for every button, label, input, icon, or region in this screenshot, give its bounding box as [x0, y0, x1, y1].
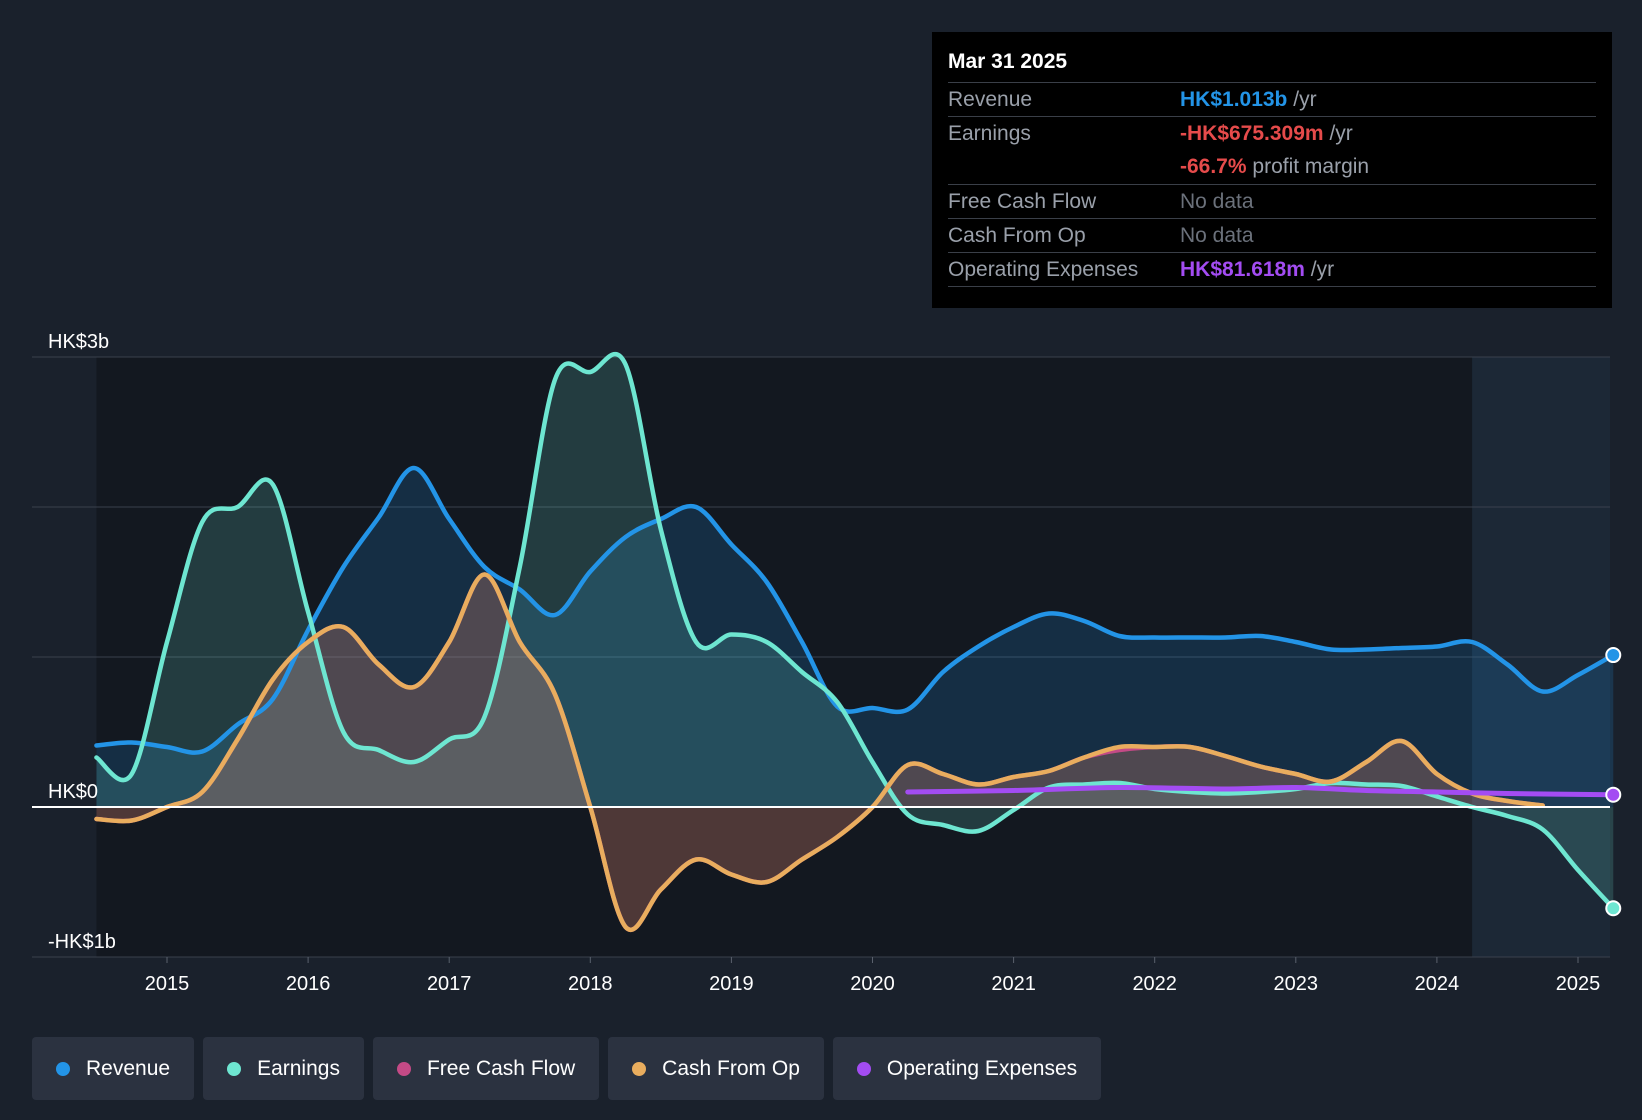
legend-dot-icon	[856, 1061, 871, 1076]
cash-from-op-line	[94, 572, 1545, 932]
legend: Revenue Earnings Free Cash Flow Cash Fro…	[32, 1037, 1102, 1100]
y-tick-label: HK$0	[48, 781, 98, 803]
x-tick-label: 2017	[427, 973, 472, 995]
tooltip-value: No data	[1180, 224, 1254, 247]
legend-label: Free Cash Flow	[426, 1056, 576, 1080]
tooltip-date: Mar 31 2025	[948, 50, 1068, 73]
tooltip-margin-unit: profit margin	[1252, 155, 1370, 178]
tooltip-margin-value: -66.7%	[1180, 155, 1247, 178]
revenue-area	[96, 467, 1614, 807]
legend-dot-icon	[632, 1061, 647, 1076]
y-tick-label: HK$3b	[48, 331, 109, 353]
tooltip-panel: Mar 31 2025 Revenue HK$1.013b /yr Earnin…	[932, 32, 1612, 308]
tooltip-value: HK$1.013b	[1180, 88, 1288, 111]
tooltip-value: HK$81.618m	[1180, 258, 1305, 281]
tooltip-label: Revenue	[948, 88, 1033, 111]
x-tick-label: 2025	[1556, 973, 1601, 995]
x-tick-label: 2022	[1132, 973, 1177, 995]
x-tick-label: 2021	[991, 973, 1036, 995]
free-cash-flow-area	[96, 574, 1543, 930]
x-tick-label: 2016	[286, 973, 331, 995]
tooltip-label: Cash From Op	[948, 224, 1086, 247]
cash-from-op-area	[96, 574, 1543, 930]
x-tick-label: 2020	[850, 973, 895, 995]
legend-item-free-cash-flow[interactable]: Free Cash Flow	[372, 1037, 600, 1100]
y-tick-label: -HK$1b	[48, 931, 116, 953]
tooltip-unit: /yr	[1293, 88, 1317, 111]
tooltip-unit: /yr	[1329, 122, 1353, 145]
tooltip-value: No data	[1180, 190, 1254, 213]
tooltip-label: Earnings	[948, 122, 1031, 145]
x-tick-label: 2015	[145, 973, 190, 995]
legend-item-operating-expenses[interactable]: Operating Expenses	[832, 1037, 1102, 1100]
operating-expenses-end-point	[1605, 786, 1622, 803]
tooltip-row-fcf: Free Cash Flow No data	[948, 184, 1596, 218]
x-tick-label: 2019	[709, 973, 754, 995]
tooltip-row-revenue: Revenue HK$1.013b /yr	[948, 82, 1596, 116]
legend-item-cash-from-op[interactable]: Cash From Op	[608, 1037, 824, 1100]
operating-expenses-line	[905, 784, 1616, 798]
legend-dot-icon	[227, 1061, 242, 1076]
legend-label: Operating Expenses	[886, 1056, 1078, 1080]
legend-item-earnings[interactable]: Earnings	[203, 1037, 364, 1100]
legend-dot-icon	[396, 1061, 411, 1076]
legend-label: Revenue	[86, 1056, 171, 1080]
legend-label: Earnings	[257, 1056, 340, 1080]
legend-label: Cash From Op	[662, 1056, 800, 1080]
tooltip-row-opex: Operating Expenses HK$81.618m /yr	[948, 252, 1596, 287]
tooltip-unit: /yr	[1310, 258, 1335, 281]
x-tick-label: 2018	[568, 973, 613, 995]
tooltip-label: Operating Expenses	[948, 258, 1139, 281]
tooltip-row-earnings: Earnings -HK$675.309m /yr -66.7% profit …	[948, 116, 1596, 184]
tooltip-label: Free Cash Flow	[948, 190, 1097, 213]
earnings-end-point	[1605, 900, 1622, 917]
tooltip-value: -HK$675.309m	[1180, 122, 1324, 145]
earnings-area	[96, 354, 1614, 909]
x-tick-label: 2023	[1274, 973, 1319, 995]
legend-dot-icon	[56, 1061, 70, 1076]
tooltip-row-cfo: Cash From Op No data	[948, 218, 1596, 252]
revenue-end-point	[1605, 647, 1622, 664]
legend-item-revenue[interactable]: Revenue	[32, 1037, 195, 1100]
x-tick-label: 2024	[1415, 973, 1460, 995]
